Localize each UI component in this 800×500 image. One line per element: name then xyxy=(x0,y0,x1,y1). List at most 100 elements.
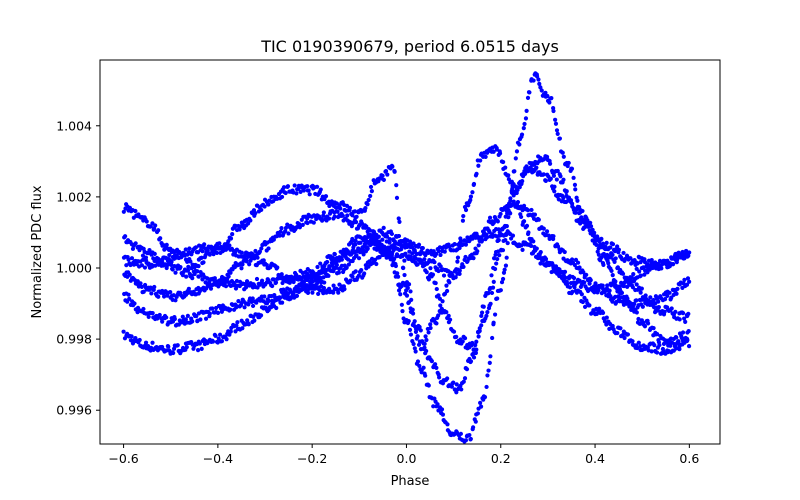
data-point xyxy=(675,340,681,345)
data-point xyxy=(283,190,288,196)
data-point xyxy=(347,205,353,210)
data-point xyxy=(491,265,496,271)
data-point xyxy=(396,274,401,279)
data-point xyxy=(294,191,299,196)
data-point xyxy=(354,253,359,258)
data-point xyxy=(171,350,176,356)
data-point xyxy=(348,278,353,283)
data-point xyxy=(582,280,587,285)
data-point xyxy=(199,255,204,260)
data-point xyxy=(129,334,134,339)
data-point xyxy=(447,280,452,285)
data-point xyxy=(638,344,643,349)
data-point xyxy=(534,165,539,170)
data-point xyxy=(389,231,394,237)
data-point xyxy=(331,290,336,295)
data-point xyxy=(190,276,195,281)
data-point xyxy=(686,311,691,316)
data-point xyxy=(353,220,359,225)
data-point xyxy=(686,328,691,334)
data-point xyxy=(525,208,531,213)
data-point xyxy=(461,379,466,384)
data-point xyxy=(603,244,608,249)
data-point xyxy=(190,319,195,324)
data-point xyxy=(578,221,583,226)
data-point xyxy=(636,340,641,345)
data-point xyxy=(643,293,648,298)
data-point xyxy=(494,261,499,266)
data-point xyxy=(326,216,332,221)
data-point xyxy=(471,256,476,261)
data-point xyxy=(615,330,620,336)
data-point xyxy=(609,268,614,273)
data-point xyxy=(489,273,494,278)
data-point xyxy=(294,272,299,277)
data-point xyxy=(176,255,181,261)
data-point xyxy=(322,280,327,285)
data-point xyxy=(127,272,132,277)
data-point xyxy=(215,310,221,315)
data-point xyxy=(538,85,543,90)
data-point xyxy=(619,290,625,295)
data-point xyxy=(684,282,690,287)
data-point xyxy=(433,280,438,286)
data-point xyxy=(252,256,257,261)
data-point xyxy=(504,255,509,260)
data-point xyxy=(380,173,385,178)
data-point xyxy=(674,335,679,340)
data-point xyxy=(150,340,155,345)
data-point xyxy=(512,169,517,174)
data-point xyxy=(502,223,508,229)
data-point xyxy=(544,229,550,234)
data-point xyxy=(137,337,142,343)
data-point xyxy=(426,330,431,335)
data-point xyxy=(368,193,373,199)
data-point xyxy=(195,269,200,274)
data-point xyxy=(503,238,508,243)
y-axis-label: Normalized PDC flux xyxy=(30,185,45,318)
data-point xyxy=(592,233,597,238)
data-point xyxy=(628,278,634,283)
data-point xyxy=(126,292,131,297)
data-point xyxy=(164,348,169,353)
data-point xyxy=(463,207,469,213)
data-point xyxy=(619,295,624,300)
data-point xyxy=(464,367,470,372)
data-point xyxy=(178,265,183,270)
data-point xyxy=(412,248,417,253)
data-point xyxy=(175,343,180,348)
data-point xyxy=(668,343,673,348)
data-point xyxy=(588,278,593,283)
data-point xyxy=(143,340,149,345)
scatter-points xyxy=(121,71,692,444)
data-point xyxy=(610,273,615,278)
data-point xyxy=(406,300,412,305)
data-point xyxy=(351,242,356,247)
data-point xyxy=(502,267,507,272)
data-point xyxy=(584,272,589,277)
data-point xyxy=(183,247,188,252)
data-point xyxy=(394,183,399,188)
data-point xyxy=(337,258,342,263)
data-point xyxy=(529,207,534,213)
data-point xyxy=(132,301,137,306)
data-point xyxy=(651,297,656,303)
data-point xyxy=(406,318,411,324)
data-point xyxy=(385,172,390,177)
data-point xyxy=(350,274,355,279)
data-point xyxy=(601,262,606,267)
data-point xyxy=(397,219,402,224)
data-point xyxy=(505,204,511,209)
data-point xyxy=(473,343,478,348)
data-point xyxy=(185,268,191,273)
data-point xyxy=(647,302,653,307)
y-axis-ticks: 0.996 0.998 1.000 1.002 1.004 xyxy=(56,118,100,418)
data-point xyxy=(601,251,607,257)
data-point xyxy=(307,192,312,197)
data-point xyxy=(484,384,489,390)
data-point xyxy=(536,77,541,82)
data-point xyxy=(228,307,233,312)
data-point xyxy=(332,214,337,219)
data-point xyxy=(573,187,578,192)
data-point xyxy=(514,149,520,154)
